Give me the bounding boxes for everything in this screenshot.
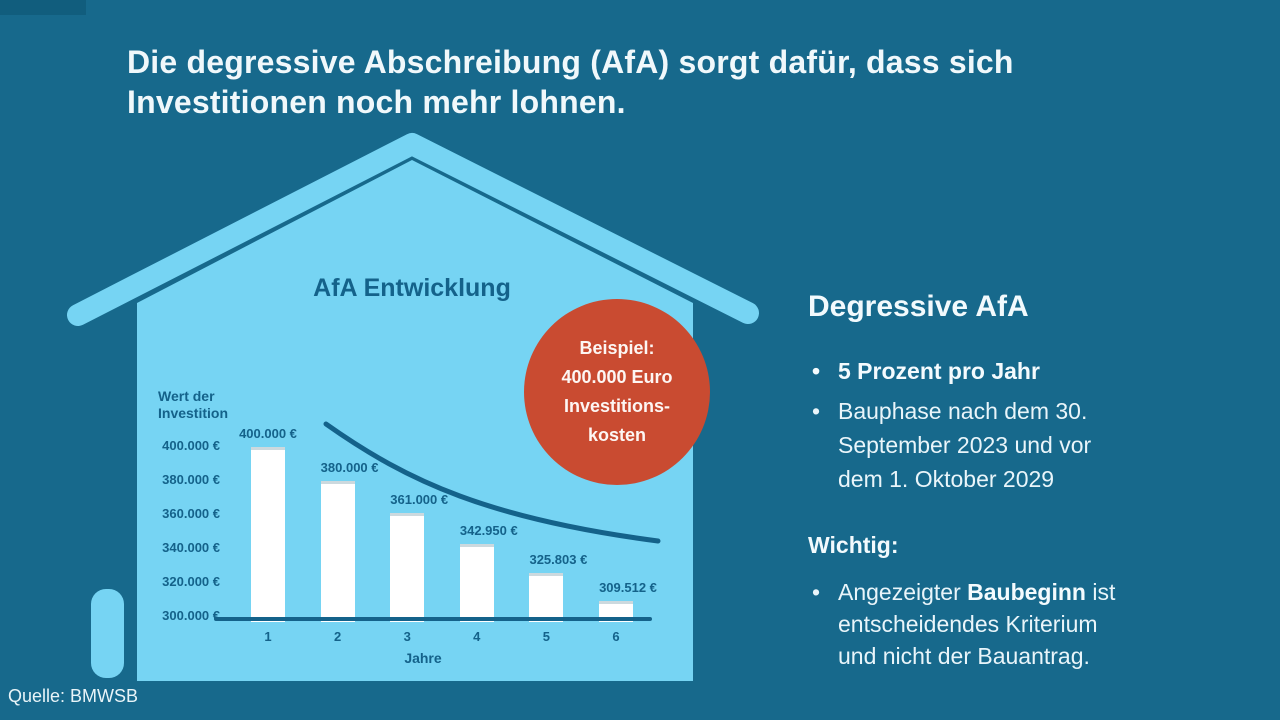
badge-line1: Beispiel: [579, 338, 655, 358]
x-axis-label: Jahre [404, 650, 442, 666]
bullet-text-bauphase: Bauphase nach dem 30. September 2023 und… [808, 394, 1248, 496]
bullet-text-baubeginn: Angezeigter Baubeginn ist entscheidendes… [808, 576, 1248, 672]
bullet-item-bauphase: • Bauphase nach dem 30. September 2023 u… [808, 394, 1248, 496]
baubeginn-suffix: ist [1085, 579, 1116, 605]
page-title-line2: Investitionen noch mehr lohnen. [127, 84, 626, 120]
bullet-marker: • [812, 398, 821, 424]
bullet-marker: • [812, 579, 821, 605]
panel-subheading: Wichtig: [808, 532, 899, 558]
house-gable [137, 160, 693, 303]
bullet-marker: • [812, 358, 821, 384]
source-credit: Quelle: BMWSB [8, 686, 139, 706]
badge-line4: kosten [587, 425, 647, 445]
x-axis-line [214, 617, 652, 621]
bullet-item-baubeginn: • Angezeigter Baubeginn ist entscheidend… [808, 576, 1248, 672]
door-shape [91, 589, 124, 678]
panel-heading: Degressive AfA [808, 290, 1029, 323]
example-badge: Beispiel: 400.000 Euro Investitions- kos… [524, 299, 710, 485]
depreciation-curve [323, 421, 661, 544]
bauphase-line2: September 2023 und vor [838, 432, 1092, 458]
chart-title: AfA Entwicklung [313, 274, 511, 302]
page-title: Die degressive Abschreibung (AfA) sorgt … [127, 42, 1087, 122]
bauphase-line3: dem 1. Oktober 2029 [838, 466, 1055, 492]
badge-line3: Investitions- [563, 396, 670, 416]
baubeginn-line3: und nicht der Bauantrag. [838, 643, 1090, 669]
baubeginn-line2: entscheidendes Kriterium [838, 611, 1098, 637]
bauphase-line1: Bauphase nach dem 30. [838, 398, 1088, 424]
baubeginn-bold: Baubeginn [967, 579, 1086, 605]
badge-line2: 400.000 Euro [561, 367, 673, 387]
bullet-item-percent: • 5 Prozent pro Jahr [808, 354, 1248, 388]
page-title-line1: Die degressive Abschreibung (AfA) sorgt … [127, 44, 1014, 80]
y-axis-title: Wert der Investition [158, 388, 278, 422]
y-axis-title-line2: Investition [158, 405, 229, 421]
bullet-text-percent: 5 Prozent pro Jahr [838, 358, 1040, 384]
roof-band [67, 133, 759, 326]
corner-patch [0, 0, 86, 15]
y-axis-title-line1: Wert der [158, 388, 215, 404]
baubeginn-prefix: Angezeigter [838, 579, 968, 605]
